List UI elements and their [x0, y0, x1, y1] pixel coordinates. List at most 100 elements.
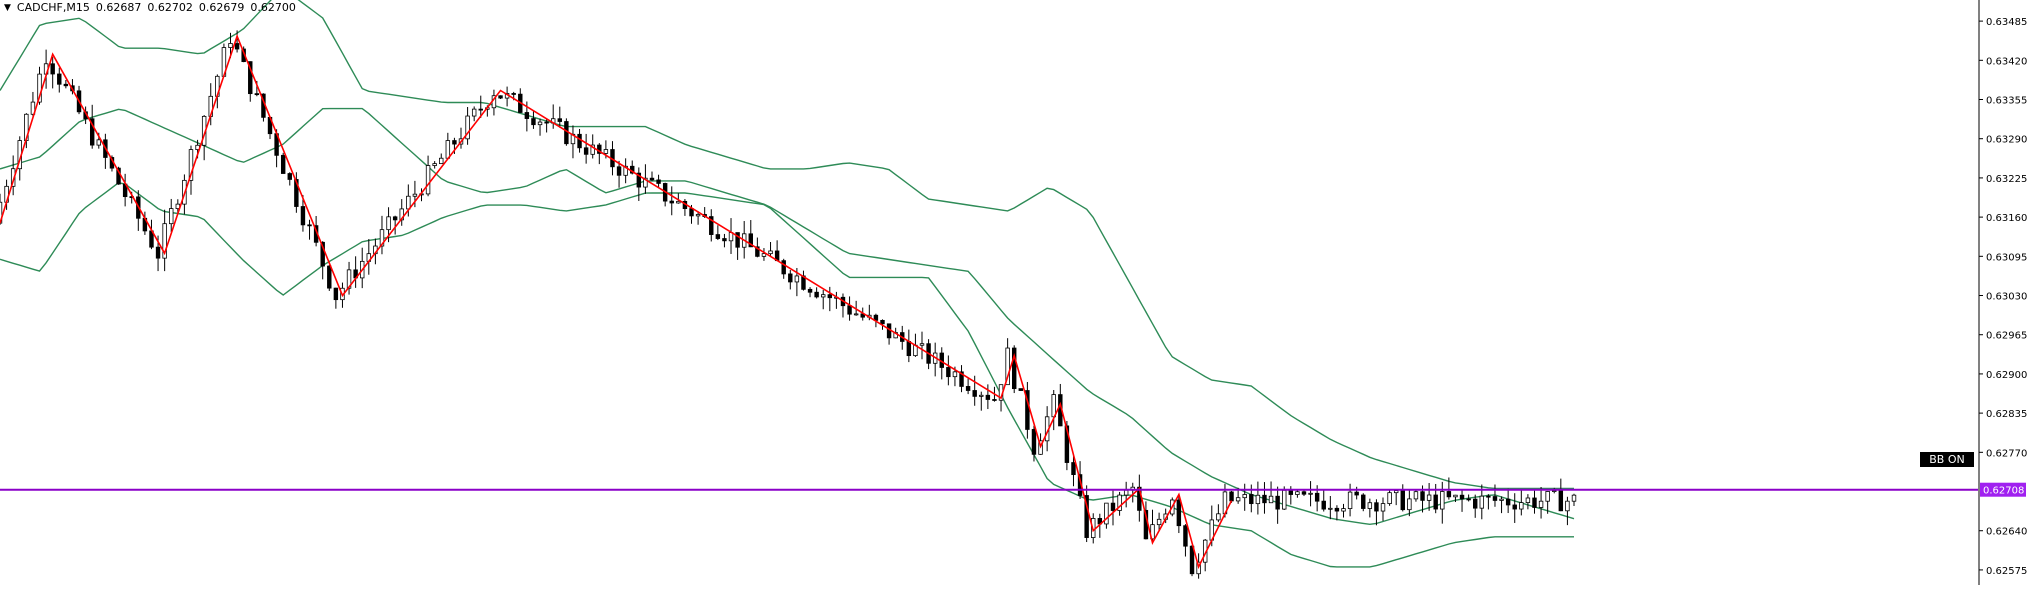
y-tick-label: 0.62640	[1986, 527, 2027, 538]
candle	[1308, 481, 1313, 507]
candle-body-bull	[188, 149, 194, 181]
candle	[1183, 524, 1188, 557]
candle-body-bear	[1249, 494, 1254, 505]
candle	[788, 270, 793, 290]
candle-body-bull	[1519, 502, 1524, 510]
candle	[1433, 483, 1438, 514]
candle-body-bull	[623, 165, 628, 176]
candle-body-bear	[577, 133, 582, 149]
candle	[30, 91, 36, 117]
candle	[504, 86, 510, 107]
candle-body-bull	[406, 195, 411, 210]
candle-body-bear	[287, 173, 292, 180]
candle	[965, 378, 971, 395]
candle-body-bear	[1532, 497, 1537, 508]
candle	[1084, 485, 1089, 543]
y-tick-label: 0.62965	[1986, 331, 2027, 342]
candle-body-bull	[1005, 347, 1010, 386]
candle-body-bull	[1341, 508, 1346, 512]
candle	[1328, 495, 1333, 520]
candle	[327, 265, 332, 291]
candle-body-bull	[821, 294, 826, 298]
candle-body-bull	[1123, 489, 1129, 496]
candle	[353, 256, 358, 288]
candle-body-bull	[432, 163, 437, 166]
candle-body-bear	[333, 287, 339, 301]
candle	[471, 106, 477, 122]
candle-body-bear	[992, 399, 997, 401]
candle-body-bear	[709, 216, 714, 235]
candle	[722, 233, 727, 248]
candle	[518, 88, 523, 113]
collapse-triangle-icon[interactable]: ▼	[4, 2, 11, 13]
candle	[1051, 390, 1056, 431]
y-tick-label: 0.63420	[1986, 56, 2027, 67]
candle	[491, 89, 497, 116]
candle	[682, 199, 688, 216]
candle-body-bear	[1183, 525, 1188, 547]
candle	[1295, 490, 1300, 498]
candle	[801, 270, 806, 291]
candle-body-bull	[794, 275, 800, 283]
candle	[1486, 494, 1491, 510]
price-axis-ticks: 0.63485 0.63420 0.63355 0.63290 0.63225 0.631…	[1979, 17, 2027, 577]
candle-body-bear	[1275, 495, 1280, 510]
candlesticks	[0, 30, 1577, 579]
candle-body-bear	[294, 179, 299, 207]
candle	[1413, 489, 1419, 502]
candle-body-bear	[557, 118, 563, 122]
candle	[458, 127, 464, 149]
bb-on-badge[interactable]: BB ON	[1920, 452, 1974, 467]
candle	[1387, 489, 1392, 506]
candle-body-bull	[676, 200, 681, 204]
candle	[1268, 481, 1274, 504]
candle-body-bull	[412, 193, 418, 197]
candle-body-bear	[1473, 498, 1478, 509]
candle	[1242, 483, 1247, 511]
candle	[656, 174, 661, 188]
candle-body-bull	[386, 216, 391, 231]
y-tick-label: 0.62575	[1986, 566, 2027, 577]
current-price-line: 0.62708	[0, 482, 2026, 497]
candle	[715, 225, 721, 241]
candle-body-bull	[1440, 491, 1445, 510]
candle	[1453, 494, 1458, 503]
bollinger-lower-line	[0, 182, 1574, 568]
candle	[1473, 494, 1478, 518]
candle	[1558, 478, 1564, 512]
candle-body-bull	[919, 343, 925, 346]
candle-body-bull	[96, 139, 101, 146]
candle-body-bull	[979, 394, 984, 397]
candle	[1031, 425, 1037, 462]
candle-body-bear	[300, 206, 306, 226]
candle-body-bear	[63, 83, 69, 87]
candle-body-bull	[537, 121, 543, 126]
candle-body-bull	[228, 43, 233, 48]
candle	[1262, 482, 1267, 514]
candle	[972, 375, 977, 406]
candle	[979, 391, 984, 411]
candle	[1426, 483, 1432, 511]
candle	[1018, 388, 1024, 391]
candle	[1446, 477, 1452, 500]
y-tick-label: 0.62770	[1986, 448, 2027, 459]
candle	[1123, 481, 1129, 508]
bollinger-bands	[0, 0, 1575, 568]
candle	[1440, 481, 1445, 524]
candle	[985, 384, 991, 410]
candle-body-bull	[1393, 490, 1399, 494]
candle-body-bull	[1407, 498, 1412, 511]
candle-body-bull	[952, 371, 958, 378]
candle-body-bull	[1347, 491, 1353, 509]
candle-body-bear	[50, 63, 55, 75]
candle-body-bear	[478, 108, 483, 111]
candle-body-bear	[280, 154, 286, 174]
candle	[425, 155, 431, 197]
candle	[57, 67, 62, 93]
candle-body-bear	[89, 118, 95, 146]
candle	[906, 329, 912, 363]
candle-body-bear	[748, 233, 753, 248]
candle-body-bull	[30, 101, 36, 115]
